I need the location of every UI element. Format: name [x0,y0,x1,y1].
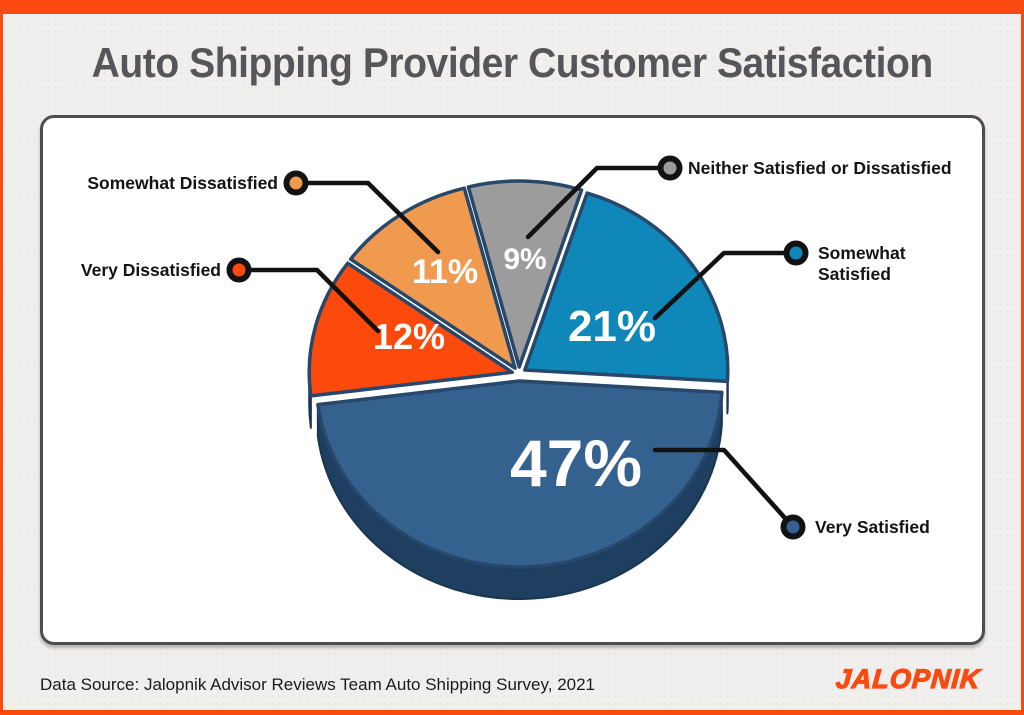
callout-line-neither-satisfied-or-dissatisfied [525,165,673,240]
callout-label-very-dissatisfied: Very Dissatisfied [81,260,221,280]
percent-label-somewhat-satisfied: 21% [568,302,656,351]
jalopnik-logo: JALOPNIK [835,663,983,694]
callout-label-somewhat-dissatisfied: Somewhat Dissatisfied [87,173,278,193]
callout-line-somewhat-dissatisfied [293,180,441,255]
callout-label-somewhat-satisfied-line2: Satisfied [818,264,891,284]
data-source-text: Data Source: Jalopnik Advisor Reviews Te… [40,675,596,694]
callout-line-somewhat-satisfied [652,250,799,321]
callout-dot-somewhat-satisfied [783,240,809,266]
callout-line-very-satisfied [652,447,796,530]
callout-dot-very-dissatisfied [226,257,252,283]
callout-dot-somewhat-dissatisfied [283,170,309,196]
callout-label-neither-satisfied-or-dissatisfied: Neither Satisfied or Dissatisfied [688,158,952,178]
callout-line-very-dissatisfied [236,267,381,334]
pie-slice-very-dissatisfied [307,261,514,398]
percent-label-very-dissatisfied: 12% [373,316,445,357]
callout-dot-neither-satisfied-or-dissatisfied [657,155,683,181]
percent-label-neither-satisfied-or-dissatisfied: 9% [503,243,546,276]
satisfaction-pie-chart: 9% 21% 47% 12% 11% Somewhat Dissatisfied Very … [81,155,952,600]
chart-card: 9% 21% 47% 12% 11% Somewhat Dissatisfied Very … [40,115,985,645]
callout-label-somewhat-satisfied-line1: Somewhat [818,243,906,263]
percent-label-somewhat-dissatisfied: 11% [412,253,478,291]
pie-slice-somewhat-satisfied [523,191,730,384]
callout-dot-very-satisfied [780,514,806,540]
callout-label-very-satisfied: Very Satisfied [815,517,930,537]
percent-label-very-satisfied: 47% [510,426,642,500]
page-title: Auto Shipping Provider Customer Satisfac… [91,39,933,86]
pie-slice-very-satisfied [316,379,724,569]
